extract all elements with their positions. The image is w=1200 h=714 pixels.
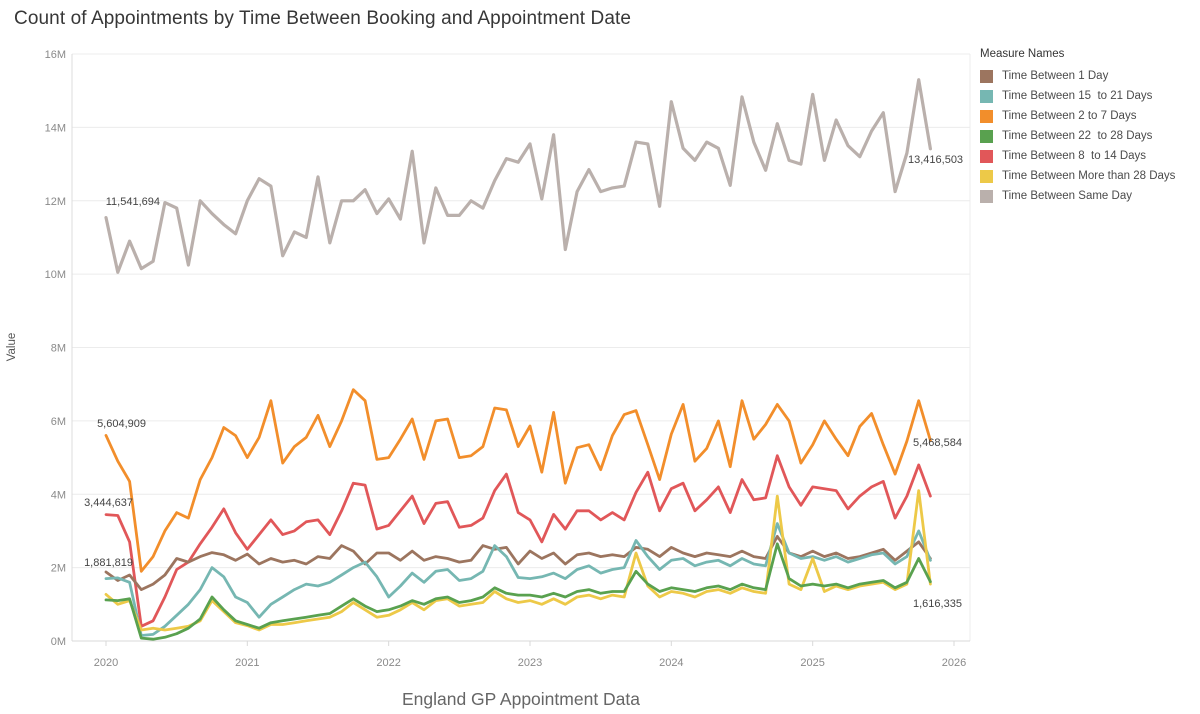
legend-item-label: Time Between 1 Day (1002, 70, 1109, 82)
data-label: 11,541,694 (106, 196, 160, 208)
legend-item[interactable]: Time Between 8 to 14 Days (980, 146, 1198, 166)
y-tick-label: 12M (45, 196, 66, 208)
data-label: 13,416,503 (908, 154, 963, 166)
x-tick-label: 2024 (659, 657, 683, 669)
legend-item[interactable]: Time Between More than 28 Days (980, 166, 1198, 186)
y-tick-label: 4M (51, 489, 66, 501)
data-label: 3,444,637 (84, 497, 133, 509)
legend-swatch-icon (980, 169, 993, 183)
series-line-time-between-2-to-7-days[interactable] (104, 388, 932, 573)
y-tick-label: 0M (51, 636, 66, 648)
legend-item[interactable]: Time Between 2 to 7 Days (980, 106, 1198, 126)
legend-item-label: Time Between Same Day (1002, 190, 1132, 202)
x-tick-label: 2022 (376, 657, 400, 669)
legend-swatch-icon (980, 69, 993, 83)
y-tick-label: 8M (51, 343, 66, 355)
legend-swatch-icon (980, 129, 993, 143)
series-line-time-between-1-day[interactable] (104, 535, 932, 591)
legend-item-label: Time Between More than 28 Days (1002, 170, 1176, 182)
series-line-time-between-15-to-21-days[interactable] (104, 522, 932, 637)
x-tick-label: 2025 (800, 657, 824, 669)
chart-title: Count of Appointments by Time Between Bo… (14, 8, 632, 29)
legend: Measure Names Time Between 1 Day Time Bet… (980, 48, 1198, 206)
series-line-time-between-8-to-14-days[interactable] (104, 454, 932, 628)
y-tick-labels: 0M 2M 4M 6M 8M 10M 12M 14M 16M (45, 49, 66, 648)
x-tick-label: 2020 (94, 657, 118, 669)
legend-swatch-icon (980, 189, 993, 203)
legend-swatch-icon (980, 149, 993, 163)
y-axis-title: Value (6, 332, 18, 362)
legend-item-label: Time Between 2 to 7 Days (1002, 110, 1137, 122)
legend-item[interactable]: Time Between Same Day (980, 186, 1198, 206)
data-label: 1,616,335 (913, 598, 962, 610)
data-labels: 11,541,694 5,604,909 3,444,637 1,881,819 13,… (84, 154, 963, 610)
legend-item-label: Time Between 22 to 28 Days (1002, 130, 1153, 142)
y-tick-label: 10M (45, 269, 66, 281)
data-label: 5,604,909 (97, 418, 146, 430)
legend-item[interactable]: Time Between 15 to 21 Days (980, 86, 1198, 106)
y-tick-label: 16M (45, 49, 66, 61)
legend-item-list: Time Between 1 Day Time Between 15 to 21 … (980, 66, 1198, 206)
y-tick-label: 14M (45, 122, 66, 134)
legend-swatch-icon (980, 89, 993, 103)
x-axis-title: England GP Appointment Data (401, 689, 641, 709)
series-line-time-between-same-day[interactable] (104, 78, 933, 274)
y-tick-label: 2M (51, 563, 66, 575)
legend-item[interactable]: Time Between 1 Day (980, 66, 1198, 86)
legend-item-label: Time Between 8 to 14 Days (1002, 150, 1147, 162)
legend-item-label: Time Between 15 to 21 Days (1002, 90, 1153, 102)
x-tick-label: 2023 (518, 657, 542, 669)
data-label: 5,468,584 (913, 437, 962, 449)
x-tick-label: 2021 (235, 657, 259, 669)
legend-title: Measure Names (980, 48, 1065, 60)
legend-item[interactable]: Time Between 22 to 28 Days (980, 126, 1198, 146)
legend-swatch-icon (980, 109, 993, 123)
x-tick-labels: 2020 2021 2022 2023 2024 2025 2026 (94, 641, 966, 669)
data-label: 1,881,819 (84, 557, 133, 569)
x-tick-label: 2026 (942, 657, 966, 669)
series-line-time-between-22-to-28-days[interactable] (104, 542, 932, 641)
y-tick-label: 6M (51, 416, 66, 428)
